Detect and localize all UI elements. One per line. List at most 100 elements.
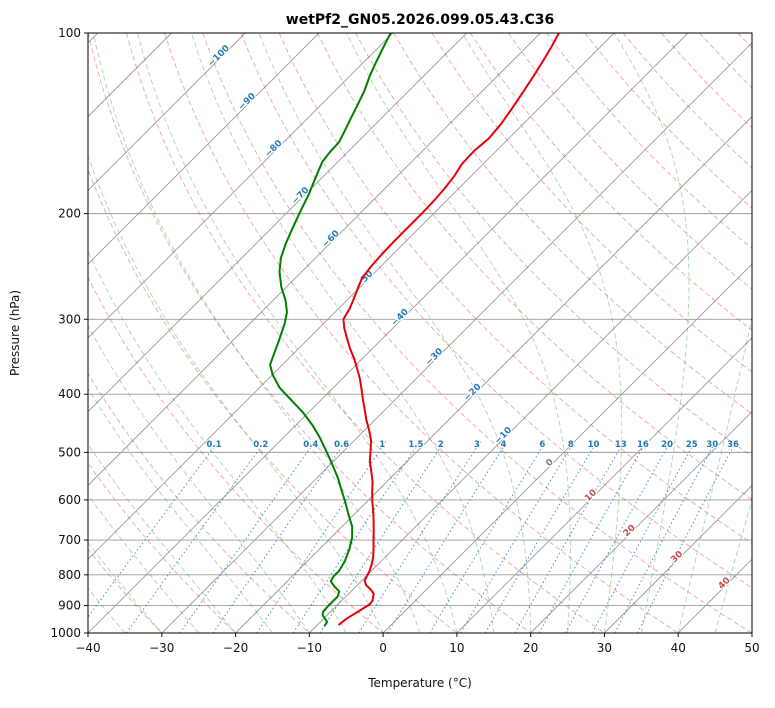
x-tick-label: 50 bbox=[744, 641, 759, 655]
x-axis-label: Temperature (°C) bbox=[367, 676, 472, 690]
mixing-ratio-line bbox=[565, 441, 671, 633]
isotherm-label: −90 bbox=[237, 91, 258, 112]
y-tick-label: 200 bbox=[58, 207, 81, 221]
mixing-ratio-label: 3 bbox=[474, 440, 480, 450]
dry-adiabat bbox=[507, 33, 752, 290]
dry-adiabat bbox=[699, 33, 752, 89]
dry-adiabat bbox=[393, 33, 752, 415]
isotherm-line bbox=[88, 33, 320, 265]
isotherm-line bbox=[88, 33, 246, 191]
dry-adiabat bbox=[316, 33, 752, 501]
plot-border bbox=[87, 32, 753, 634]
mixing-ratio-label: 25 bbox=[686, 440, 698, 450]
isotherm-line bbox=[751, 632, 752, 633]
isotherm-line bbox=[161, 42, 752, 633]
isotherm-line bbox=[88, 33, 689, 633]
mixing-ratio-label: 36 bbox=[727, 440, 739, 450]
isotherm-label: −100 bbox=[206, 44, 232, 70]
y-tick-label: 1000 bbox=[50, 626, 81, 640]
mixing-ratio-label: 8 bbox=[568, 440, 574, 450]
mixing-ratio-label: 0.1 bbox=[206, 440, 221, 450]
moist-adiabat bbox=[92, 33, 421, 633]
mixing-ratio-line bbox=[429, 441, 547, 633]
mixing-ratio-label: 13 bbox=[615, 440, 627, 450]
x-tick-label: −40 bbox=[75, 641, 100, 655]
dry-adiabat bbox=[737, 33, 752, 49]
mixing-ratio-line bbox=[484, 441, 598, 633]
y-axis-ticks: 100 200 300 400 500 600 700 800 900 1000 bbox=[50, 26, 88, 640]
mixing-ratio-label: 20 bbox=[661, 440, 673, 450]
moist-adiabat bbox=[88, 387, 273, 633]
chart-title: wetPf2_GN05.2026.099.05.43.C36 bbox=[286, 12, 554, 28]
moist-adiabat-lines bbox=[88, 33, 752, 633]
mixing-ratio-label: 16 bbox=[637, 440, 649, 450]
dry-adiabat bbox=[202, 33, 752, 633]
isotherm-label: −40 bbox=[390, 307, 411, 328]
y-tick-label: 600 bbox=[58, 493, 81, 507]
mixing-ratio-label: 0.4 bbox=[303, 440, 318, 450]
dewpoint-curve bbox=[269, 33, 392, 627]
mixing-ratio-label: 0.6 bbox=[334, 440, 349, 450]
moist-adiabat bbox=[88, 154, 384, 633]
moist-adiabat bbox=[346, 33, 571, 633]
mixing-ratio-line bbox=[460, 441, 575, 633]
mixing-ratio-line bbox=[88, 441, 219, 619]
temperature-curve bbox=[338, 33, 560, 626]
isotherm-label: −80 bbox=[263, 138, 284, 159]
moist-adiabat bbox=[613, 33, 690, 633]
mixing-ratio-label: 1.5 bbox=[408, 440, 423, 450]
mixing-ratio-label: 2 bbox=[438, 440, 444, 450]
isotherm-line bbox=[530, 411, 752, 633]
y-tick-label: 800 bbox=[58, 568, 81, 582]
dry-adiabat bbox=[125, 33, 605, 633]
y-tick-label: 300 bbox=[58, 312, 81, 326]
dry-adiabat bbox=[546, 33, 752, 250]
dry-adiabat-lines bbox=[88, 33, 752, 633]
moist-adiabat bbox=[461, 33, 623, 633]
x-tick-label: −10 bbox=[297, 641, 322, 655]
y-tick-label: 900 bbox=[58, 599, 81, 613]
dry-adiabat bbox=[164, 33, 679, 633]
isotherm-line bbox=[456, 337, 752, 633]
isotherm-line bbox=[88, 33, 172, 118]
dry-adiabat bbox=[355, 33, 752, 457]
dry-adiabat bbox=[88, 372, 310, 633]
dry-adiabat bbox=[88, 167, 458, 633]
x-axis-ticks: −40 −30 −20 −10 0 10 20 30 40 50 bbox=[75, 633, 760, 655]
dry-adiabat bbox=[278, 33, 752, 544]
y-tick-label: 400 bbox=[58, 387, 81, 401]
isotherm-line bbox=[88, 33, 394, 339]
pressure-gridlines bbox=[88, 213, 752, 606]
mixing-ratio-line bbox=[319, 441, 445, 633]
isotherm-line bbox=[309, 189, 752, 633]
mixing-ratio-label: 6 bbox=[539, 440, 545, 450]
mixing-ratio-line bbox=[212, 441, 346, 633]
moist-adiabat bbox=[677, 314, 752, 633]
dry-adiabat bbox=[88, 276, 384, 633]
isotherm-label: 0 bbox=[544, 457, 556, 469]
mixing-ratio-label: 1 bbox=[379, 440, 385, 450]
dry-adiabat bbox=[660, 33, 752, 129]
mixing-ratio-line bbox=[179, 441, 316, 633]
x-tick-label: 40 bbox=[671, 641, 686, 655]
isotherm-line bbox=[382, 263, 752, 633]
isotherm-label: 10 bbox=[583, 488, 599, 504]
dry-adiabat bbox=[88, 33, 531, 633]
mixing-ratio-line bbox=[292, 441, 421, 633]
y-axis-label: Pressure (hPa) bbox=[8, 290, 22, 376]
dry-adiabat bbox=[88, 462, 236, 633]
isotherm-lines bbox=[88, 33, 752, 633]
moist-adiabat bbox=[88, 493, 200, 633]
x-tick-label: 0 bbox=[379, 641, 387, 655]
isotherm-line bbox=[235, 115, 752, 633]
mixing-ratio-label: 10 bbox=[588, 440, 600, 450]
mixing-ratio-label: 0.2 bbox=[253, 440, 268, 450]
isotherm-label: 30 bbox=[669, 549, 685, 565]
isotherm-line bbox=[88, 33, 615, 560]
isotherm-label: 20 bbox=[622, 523, 638, 539]
moist-adiabat bbox=[136, 33, 458, 633]
isotherm-label: −30 bbox=[424, 347, 445, 368]
dry-adiabat bbox=[469, 33, 752, 331]
